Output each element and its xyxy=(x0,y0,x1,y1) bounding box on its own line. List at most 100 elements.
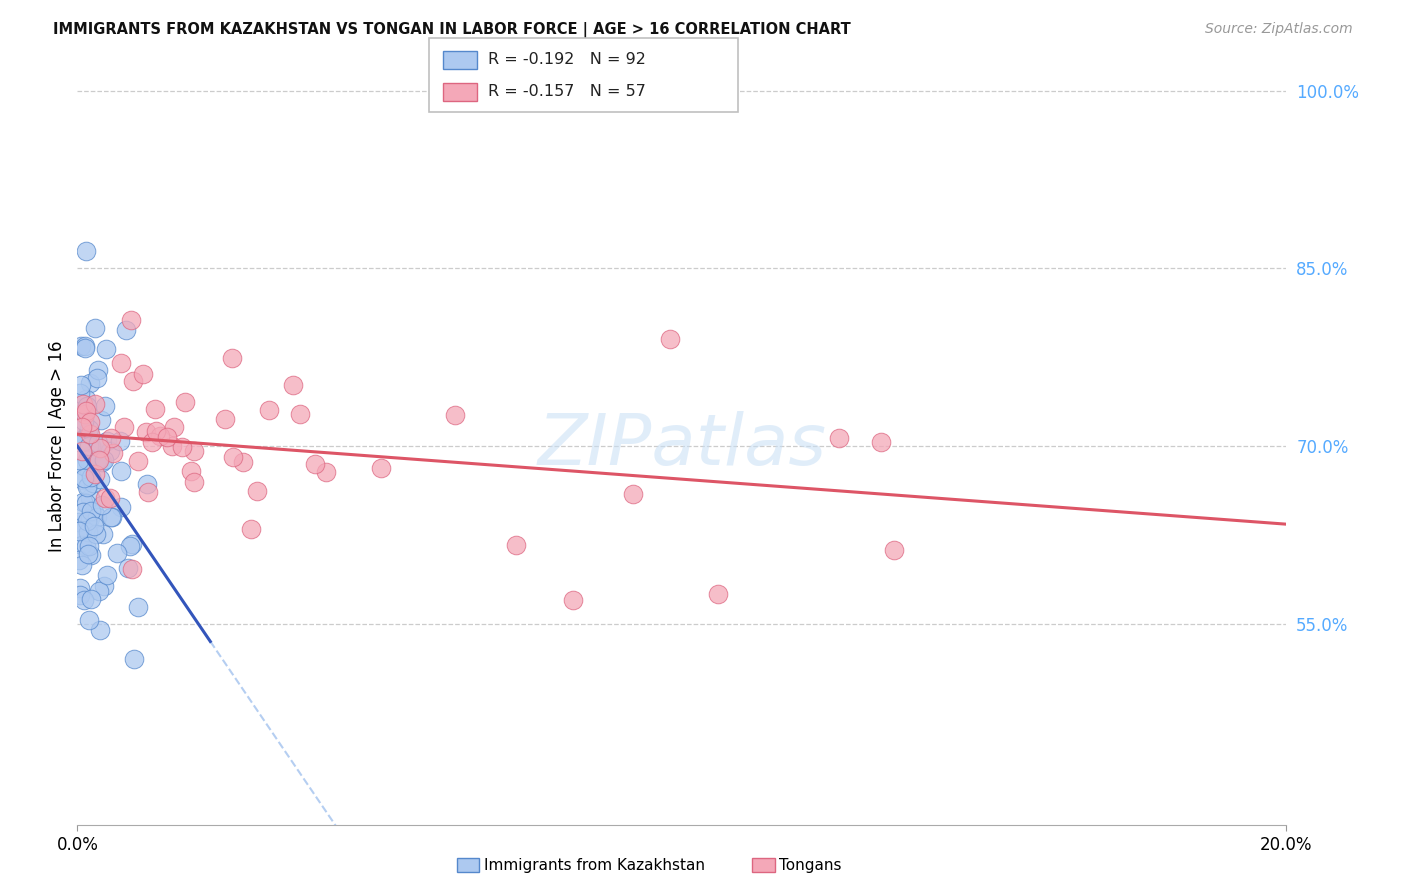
Point xyxy=(77,438,100,452)
Point xyxy=(67,552,90,566)
Y-axis label: In Labor Force | Age > 16: In Labor Force | Age > 16 xyxy=(48,340,66,552)
Text: Immigrants from Kazakhstan: Immigrants from Kazakhstan xyxy=(484,858,704,872)
Point xyxy=(80,469,103,483)
Point xyxy=(89,441,111,455)
Point xyxy=(94,491,117,505)
Point xyxy=(98,444,121,458)
Point xyxy=(70,523,93,537)
Text: R = -0.157   N = 57: R = -0.157 N = 57 xyxy=(488,85,645,99)
Point xyxy=(221,351,243,365)
Point xyxy=(90,413,112,427)
Point xyxy=(283,377,305,392)
Point xyxy=(76,399,98,413)
Text: Tongans: Tongans xyxy=(779,858,841,872)
Point xyxy=(80,548,103,562)
Point xyxy=(121,374,143,388)
Point xyxy=(76,425,98,439)
Point xyxy=(828,431,851,445)
Point xyxy=(122,652,145,666)
Point xyxy=(131,367,153,381)
Point xyxy=(72,495,94,509)
Point xyxy=(77,547,100,561)
Point xyxy=(72,397,94,411)
Point xyxy=(222,450,245,465)
Point xyxy=(80,439,103,453)
Point xyxy=(127,454,149,468)
Point xyxy=(121,537,143,551)
Point xyxy=(110,464,132,478)
Point xyxy=(658,332,681,346)
Point xyxy=(83,519,105,533)
Point xyxy=(79,427,101,442)
Point xyxy=(69,377,91,392)
Point xyxy=(69,386,91,401)
Point xyxy=(110,434,132,448)
Point xyxy=(170,440,193,454)
Text: IMMIGRANTS FROM KAZAKHSTAN VS TONGAN IN LABOR FORCE | AGE > 16 CORRELATION CHART: IMMIGRANTS FROM KAZAKHSTAN VS TONGAN IN … xyxy=(53,22,851,38)
Point xyxy=(163,420,186,434)
Point xyxy=(73,458,96,473)
Point xyxy=(160,439,183,453)
Point xyxy=(73,407,96,421)
Point xyxy=(370,461,392,475)
Point xyxy=(100,432,122,446)
Point xyxy=(100,509,122,524)
Point xyxy=(70,433,93,447)
Point xyxy=(143,401,166,416)
Point xyxy=(621,487,644,501)
Point xyxy=(174,395,197,409)
Point xyxy=(315,466,337,480)
Text: Source: ZipAtlas.com: Source: ZipAtlas.com xyxy=(1205,22,1353,37)
Point xyxy=(246,484,269,499)
Point xyxy=(149,428,172,442)
Point xyxy=(79,422,101,436)
Point xyxy=(183,443,205,458)
Point xyxy=(127,600,149,615)
Point xyxy=(112,419,135,434)
Point xyxy=(79,416,101,430)
Point xyxy=(77,452,100,467)
Point xyxy=(214,412,236,426)
Point xyxy=(90,498,112,512)
Point xyxy=(96,343,118,357)
Point xyxy=(80,504,103,518)
Point xyxy=(135,425,157,440)
Point xyxy=(232,455,254,469)
Point xyxy=(77,539,100,553)
Point xyxy=(70,444,93,458)
Point xyxy=(79,511,101,525)
Point xyxy=(75,404,97,418)
Point xyxy=(93,452,115,467)
Point xyxy=(75,392,97,406)
Point xyxy=(73,341,96,355)
Point xyxy=(145,425,167,439)
Point xyxy=(90,455,112,469)
Point xyxy=(87,452,110,467)
Point xyxy=(304,457,326,471)
Point xyxy=(96,568,118,582)
Point xyxy=(72,473,94,487)
Point xyxy=(136,485,159,500)
Point xyxy=(121,561,143,575)
Point xyxy=(240,522,263,536)
Point xyxy=(110,500,132,514)
Point xyxy=(883,542,905,557)
Point xyxy=(257,403,280,417)
Point xyxy=(87,363,110,377)
Point xyxy=(70,339,93,353)
Point xyxy=(76,401,98,415)
Point xyxy=(117,561,139,575)
Point xyxy=(86,435,108,450)
Point xyxy=(87,453,110,467)
Point xyxy=(82,475,104,490)
Point xyxy=(67,524,90,538)
Point xyxy=(180,464,202,478)
Point xyxy=(67,515,90,529)
Point xyxy=(69,581,91,595)
Point xyxy=(83,505,105,519)
Point xyxy=(115,323,138,337)
Point xyxy=(83,397,105,411)
Point xyxy=(77,479,100,493)
Point xyxy=(118,539,141,553)
Point xyxy=(98,491,121,506)
